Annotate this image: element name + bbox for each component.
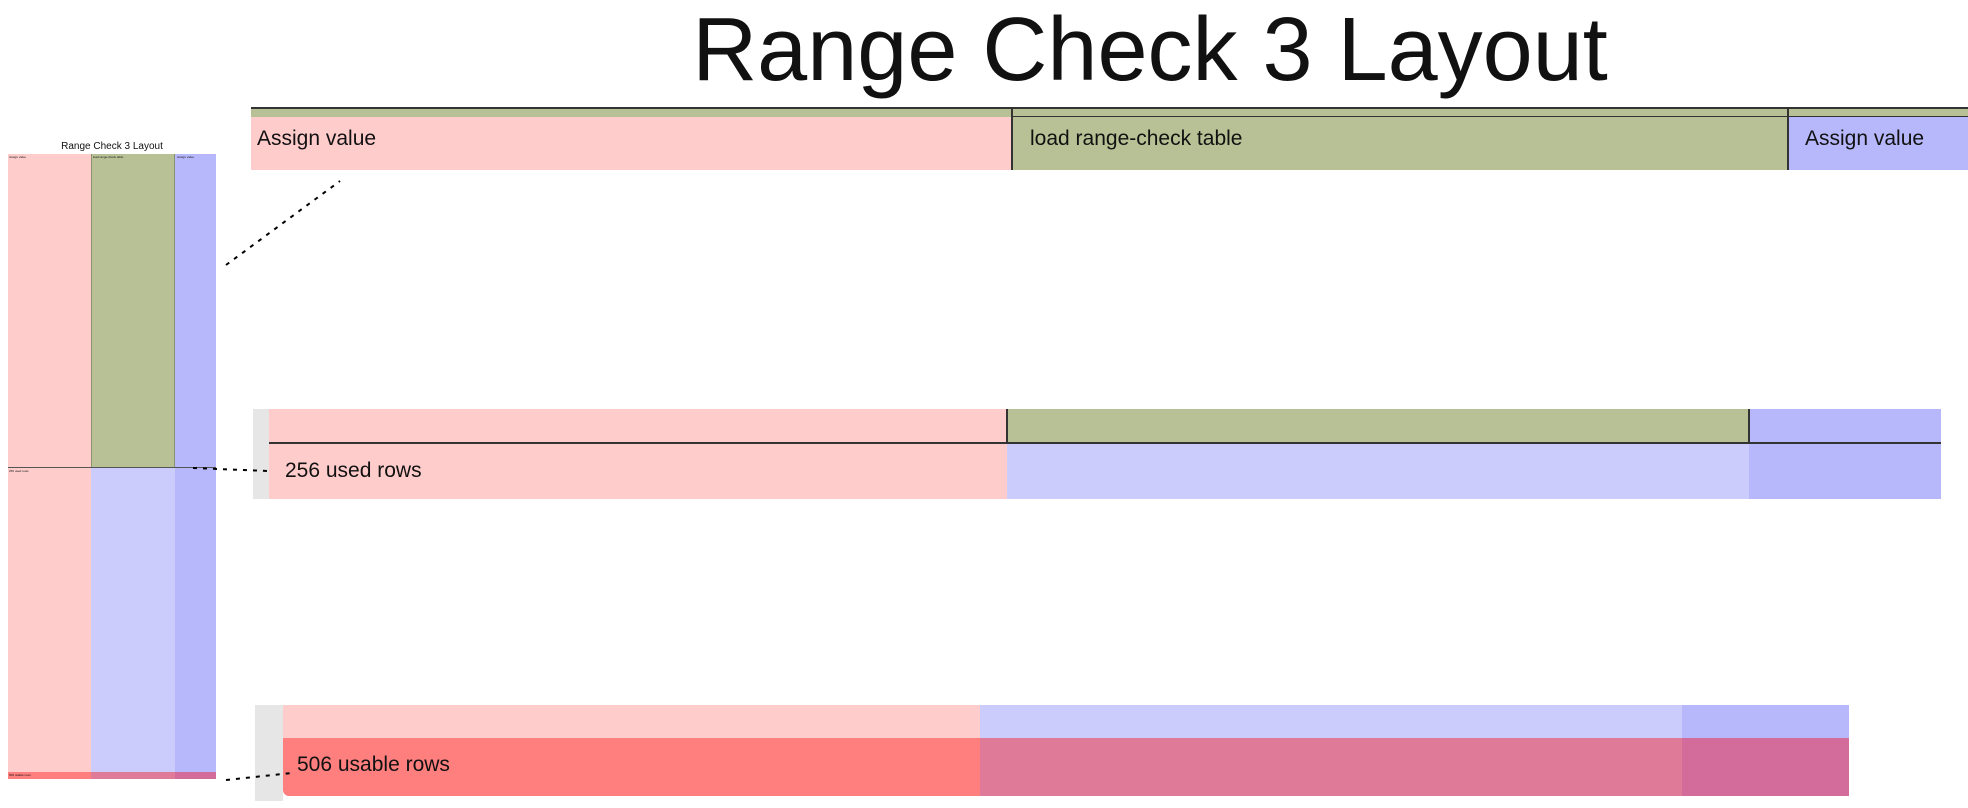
thumbnail-label-assign-right: Assign value (177, 155, 195, 159)
thumbnail-column-assign-left (8, 154, 91, 467)
detail-middle: 256 used rows (0, 400, 1968, 510)
detail-middle-divider-1 (1006, 409, 1008, 443)
detail-bottom-upper-left (283, 705, 980, 738)
detail-middle-divider-2 (1748, 409, 1750, 443)
connector-bottom (225, 772, 293, 781)
thumbnail-strip-right (175, 772, 216, 779)
detail-bottom-lower-right (1682, 738, 1849, 796)
detail-top-assign-left-cell (251, 117, 1012, 170)
thumbnail-column-used-right (175, 468, 216, 772)
detail-top-strip-left (251, 108, 1012, 117)
thumbnail: Range Check 3 Layout Assign value load r… (0, 0, 230, 808)
thumbnail-label-load-table: load range-check table (93, 155, 124, 159)
detail-bottom-lower-middle (980, 738, 1682, 796)
detail-top-divider-1 (1011, 108, 1013, 170)
detail-bottom-usable-rows-label: 506 usable rows (297, 753, 450, 776)
thumbnail-label-used-rows: 256 used rows (9, 469, 29, 473)
connector-middle (192, 467, 269, 472)
thumbnail-label-usable-rows: 506 usable rows (9, 773, 31, 777)
thumbnail-column-assign-right (175, 154, 216, 467)
detail-bottom: 506 usable rows (0, 700, 1968, 808)
page-title: Range Check 3 Layout (692, 0, 1608, 100)
detail-top-assign-right-label: Assign value (1805, 127, 1925, 150)
detail-top-strip-middle (1012, 108, 1788, 117)
detail-top-load-table-cell (1012, 117, 1788, 170)
detail-top-strip-right (1788, 108, 1968, 117)
thumbnail-label-assign-left: Assign value (9, 155, 27, 159)
detail-middle-gray-edge (253, 409, 269, 499)
connector-top (225, 180, 341, 266)
thumbnail-strip-left (8, 772, 91, 779)
detail-middle-lower-middle (1007, 444, 1749, 499)
detail-middle-used-rows-label: 256 used rows (285, 459, 422, 482)
thumbnail-column-used-middle (91, 468, 175, 772)
detail-middle-lower-left (269, 444, 1007, 499)
detail-bottom-gray-edge (255, 705, 283, 801)
thumbnail-column-used-left (8, 468, 91, 772)
thumbnail-divider (8, 467, 216, 468)
detail-top-assign-right-cell (1788, 117, 1968, 170)
thumbnail-column-load-table (91, 154, 175, 467)
detail-middle-upper-right (1749, 409, 1941, 443)
detail-top-line-upper (251, 107, 1968, 109)
detail-middle-upper-middle (1007, 409, 1749, 443)
detail-middle-lower-right (1749, 444, 1941, 499)
detail-top-divider-2 (1787, 108, 1789, 170)
detail-bottom-lower-left (283, 738, 980, 796)
detail-bottom-upper-right (1682, 705, 1849, 738)
detail-top-load-table-label: load range-check table (1030, 127, 1243, 150)
thumbnail-strip-middle (91, 772, 175, 779)
detail-top-assign-left-label: Assign value (257, 127, 377, 150)
thumbnail-title: Range Check 3 Layout (61, 141, 163, 152)
detail-middle-upper-left (269, 409, 1007, 443)
detail-bottom-upper-middle (980, 705, 1682, 738)
detail-middle-horizontal-line (269, 442, 1941, 444)
detail-top: Assign value load range-check table Assi… (0, 0, 1968, 180)
